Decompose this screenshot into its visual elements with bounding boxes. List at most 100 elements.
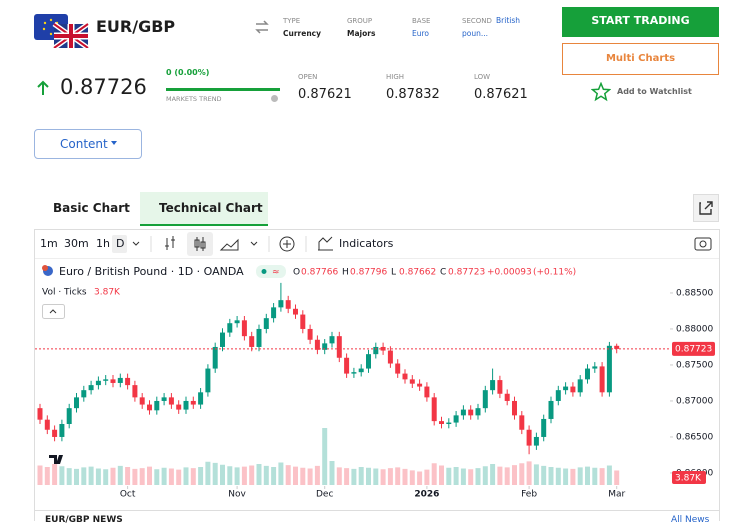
candle-body xyxy=(52,429,58,437)
volume-bar xyxy=(366,467,371,485)
price-label: 0.87723 xyxy=(675,344,712,354)
volume-bar xyxy=(147,466,152,485)
volume-bar xyxy=(227,466,233,485)
content-dropdown[interactable]: Content xyxy=(34,129,142,159)
y-tick-label: 0.87000 xyxy=(676,396,713,406)
star-icon[interactable] xyxy=(591,82,611,102)
candle-body xyxy=(300,314,306,329)
volume-bar xyxy=(190,468,196,485)
open-label: OPEN xyxy=(298,73,318,81)
volume-bar xyxy=(490,464,496,485)
candle-body xyxy=(132,385,138,398)
candle-body xyxy=(475,408,481,416)
volume-bar xyxy=(212,462,218,485)
x-tick-label: 2026 xyxy=(414,490,439,500)
volume-bar xyxy=(512,465,517,485)
ohlc-label: L xyxy=(391,268,396,278)
candle-body xyxy=(271,307,277,319)
candle-body xyxy=(387,350,393,364)
volume-bar xyxy=(519,463,525,485)
volume-bar xyxy=(336,467,342,485)
info-icon[interactable] xyxy=(271,95,278,102)
candle-body xyxy=(409,379,415,384)
candle-body xyxy=(490,380,496,391)
volume-bar xyxy=(132,468,138,485)
candle-body xyxy=(227,323,233,333)
interval[interactable]: D xyxy=(116,237,124,250)
news-title: EUR/GBP NEWS xyxy=(45,515,123,525)
volume-bar xyxy=(263,465,269,485)
volume-bar xyxy=(344,468,350,485)
volume-bar xyxy=(198,467,204,485)
ohlc-value: 0.87662 xyxy=(399,268,436,278)
ohlc-label: O xyxy=(293,268,300,278)
candle-body xyxy=(285,300,291,309)
volume-bar xyxy=(168,468,174,485)
group-label: GROUP xyxy=(347,17,373,25)
ohlc-value: 0.87766 xyxy=(301,268,338,278)
volume-bar xyxy=(555,467,561,485)
caret xyxy=(111,141,117,148)
candle-body xyxy=(541,418,547,437)
volume-bar xyxy=(52,464,58,485)
volume-bar xyxy=(183,467,189,485)
volume-bar xyxy=(59,466,65,485)
start-trading-button[interactable]: START TRADING xyxy=(562,7,719,37)
group: Majors xyxy=(347,29,376,38)
y-tick-label: 0.86500 xyxy=(676,432,713,442)
y-tick-label: 0.87500 xyxy=(676,360,713,370)
x-tick-label: Mar xyxy=(608,490,625,500)
candle-body xyxy=(358,368,364,373)
candle-body xyxy=(606,345,612,393)
type-label: TYPE xyxy=(283,17,301,25)
tab[interactable]: Basic Chart xyxy=(53,201,130,215)
all-news[interactable]: All News xyxy=(671,515,710,525)
symbol-title: Euro / British Pound · 1D · OANDA xyxy=(59,265,244,278)
volume-bar xyxy=(44,467,50,485)
popout-button[interactable] xyxy=(693,194,719,222)
watchlist[interactable]: Add to Watchlist xyxy=(617,87,692,96)
candle-body xyxy=(577,379,583,393)
volume-bar xyxy=(614,470,620,485)
candle-body xyxy=(351,372,357,374)
volume-label: 3.87K xyxy=(675,474,702,484)
volume-bar xyxy=(249,465,255,485)
interval[interactable]: 30m xyxy=(64,237,89,250)
candle-body xyxy=(599,366,605,393)
candle-body xyxy=(526,429,532,446)
candle-body xyxy=(468,409,474,416)
volume-bar xyxy=(453,467,459,485)
candle-body xyxy=(497,380,503,394)
candle-body xyxy=(293,308,298,315)
volume-bar xyxy=(154,469,160,485)
x-tick-label: Dec xyxy=(316,490,333,500)
candle-body xyxy=(176,404,182,410)
volume-bar xyxy=(234,467,240,485)
volume-bar xyxy=(322,428,328,485)
multi-charts-button[interactable]: Multi Charts xyxy=(562,43,719,75)
indicators[interactable]: Indicators xyxy=(339,237,394,250)
tab-active[interactable]: Technical Chart xyxy=(140,192,268,226)
candle-body xyxy=(241,320,247,337)
low-label: LOW xyxy=(474,73,491,81)
interval[interactable]: 1m xyxy=(40,237,58,250)
candle-body xyxy=(329,336,335,344)
volume-bar xyxy=(402,468,408,485)
volume-bar xyxy=(409,470,415,485)
volume-bar xyxy=(314,465,320,485)
volume-bar xyxy=(468,469,474,485)
volume-bar xyxy=(533,464,539,485)
interval[interactable]: 1h xyxy=(96,237,110,250)
candle-body xyxy=(59,424,65,437)
volume-bar xyxy=(220,464,225,485)
change-pct: (+0.11%) xyxy=(533,268,576,278)
candle-body xyxy=(424,386,430,398)
change: 0 (0.00%) xyxy=(166,68,210,77)
volume-bar xyxy=(460,468,466,485)
candle-body xyxy=(66,408,72,424)
second-more: poun... xyxy=(462,29,489,38)
base: Euro xyxy=(412,29,429,38)
swap-icon[interactable] xyxy=(254,20,270,34)
candle-body xyxy=(533,436,539,446)
